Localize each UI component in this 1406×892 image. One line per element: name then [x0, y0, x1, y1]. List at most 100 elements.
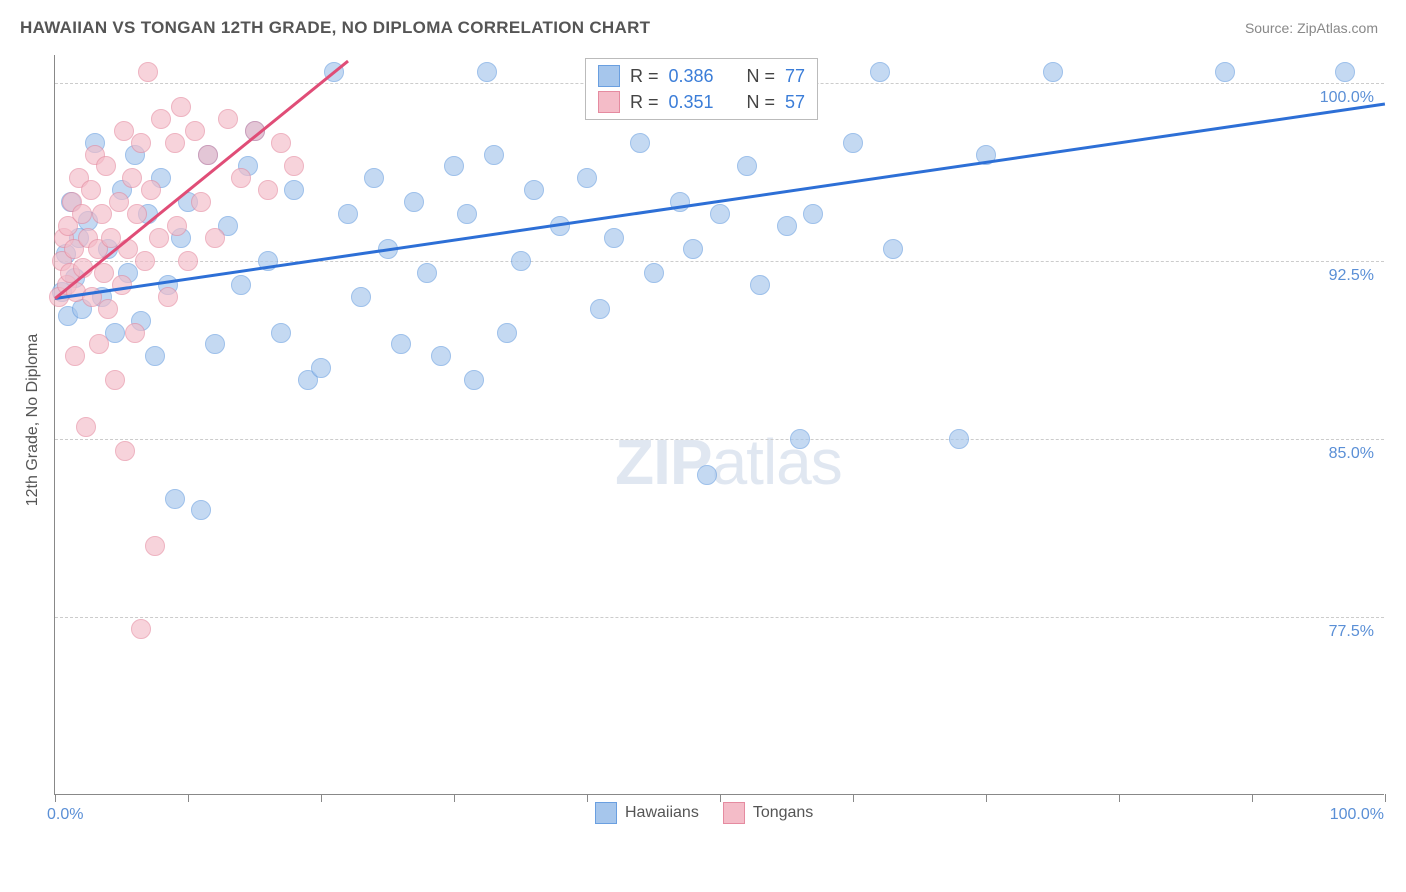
r-label: R =	[630, 92, 659, 113]
legend-label: Hawaiians	[625, 804, 699, 822]
legend-swatch	[595, 802, 617, 824]
data-point	[191, 192, 211, 212]
data-point	[464, 370, 484, 390]
data-point	[271, 133, 291, 153]
data-point	[125, 323, 145, 343]
r-label: R =	[630, 66, 659, 87]
legend-row: R =0.386N =77	[598, 65, 805, 87]
data-point	[127, 204, 147, 224]
data-point	[114, 121, 134, 141]
x-tick	[55, 794, 56, 802]
data-point	[205, 228, 225, 248]
data-point	[777, 216, 797, 236]
y-tick-label: 77.5%	[1329, 623, 1374, 641]
data-point	[883, 239, 903, 259]
gridline	[55, 617, 1384, 618]
n-label: N =	[747, 92, 776, 113]
legend-row: R = 0.351 N = 57	[598, 91, 805, 113]
data-point	[683, 239, 703, 259]
data-point	[697, 465, 717, 485]
trendline	[54, 60, 348, 299]
data-point	[284, 180, 304, 200]
data-point	[710, 204, 730, 224]
data-point	[284, 156, 304, 176]
y-tick-label: 92.5%	[1329, 267, 1374, 285]
data-point	[131, 619, 151, 639]
data-point	[185, 121, 205, 141]
n-value: 77	[785, 66, 805, 87]
r-value: 0.351	[669, 92, 729, 113]
x-axis-max-label: 100.0%	[1330, 806, 1384, 824]
data-point	[577, 168, 597, 188]
data-point	[145, 536, 165, 556]
series-legend: Hawaiians Tongans	[595, 802, 813, 824]
data-point	[105, 370, 125, 390]
data-point	[131, 133, 151, 153]
data-point	[96, 156, 116, 176]
x-axis-min-label: 0.0%	[47, 806, 83, 824]
x-tick	[986, 794, 987, 802]
data-point	[338, 204, 358, 224]
data-point	[167, 216, 187, 236]
legend-swatch	[598, 91, 620, 113]
data-point	[444, 156, 464, 176]
data-point	[218, 109, 238, 129]
data-point	[145, 346, 165, 366]
x-tick	[587, 794, 588, 802]
chart-title: HAWAIIAN VS TONGAN 12TH GRADE, NO DIPLOM…	[20, 18, 650, 38]
data-point	[364, 168, 384, 188]
data-point	[843, 133, 863, 153]
data-point	[171, 97, 191, 117]
x-tick	[454, 794, 455, 802]
data-point	[92, 204, 112, 224]
data-point	[205, 334, 225, 354]
data-point	[94, 263, 114, 283]
data-point	[790, 429, 810, 449]
data-point	[141, 180, 161, 200]
x-tick	[1385, 794, 1386, 802]
data-point	[165, 489, 185, 509]
data-point	[404, 192, 424, 212]
data-point	[644, 263, 664, 283]
legend-swatch	[723, 802, 745, 824]
data-point	[949, 429, 969, 449]
chart-area: ZIPatlas 77.5%85.0%92.5%100.0% R =0.386N…	[54, 55, 1384, 795]
data-point	[1335, 62, 1355, 82]
data-point	[178, 251, 198, 271]
gridline	[55, 439, 1384, 440]
data-point	[151, 109, 171, 129]
legend-label: Tongans	[753, 804, 814, 822]
y-axis-title: 12th Grade, No Diploma	[24, 334, 42, 507]
data-point	[98, 299, 118, 319]
data-point	[1215, 62, 1235, 82]
data-point	[497, 323, 517, 343]
data-point	[351, 287, 371, 307]
x-tick	[1119, 794, 1120, 802]
data-point	[191, 500, 211, 520]
data-point	[81, 180, 101, 200]
data-point	[484, 145, 504, 165]
series-legend-item: Hawaiians	[595, 802, 699, 824]
data-point	[72, 204, 92, 224]
data-point	[138, 62, 158, 82]
data-point	[1043, 62, 1063, 82]
data-point	[65, 346, 85, 366]
data-point	[158, 287, 178, 307]
gridline	[55, 261, 1384, 262]
data-point	[198, 145, 218, 165]
correlation-legend: R =0.386N =77R =0.351N =57	[585, 58, 818, 120]
data-point	[630, 133, 650, 153]
data-point	[870, 62, 890, 82]
n-label: N =	[747, 66, 776, 87]
series-legend-item: Tongans	[723, 802, 814, 824]
x-tick	[188, 794, 189, 802]
data-point	[135, 251, 155, 271]
data-point	[431, 346, 451, 366]
data-point	[231, 168, 251, 188]
data-point	[511, 251, 531, 271]
data-point	[311, 358, 331, 378]
n-value: 57	[785, 92, 805, 113]
data-point	[750, 275, 770, 295]
data-point	[149, 228, 169, 248]
data-point	[109, 192, 129, 212]
